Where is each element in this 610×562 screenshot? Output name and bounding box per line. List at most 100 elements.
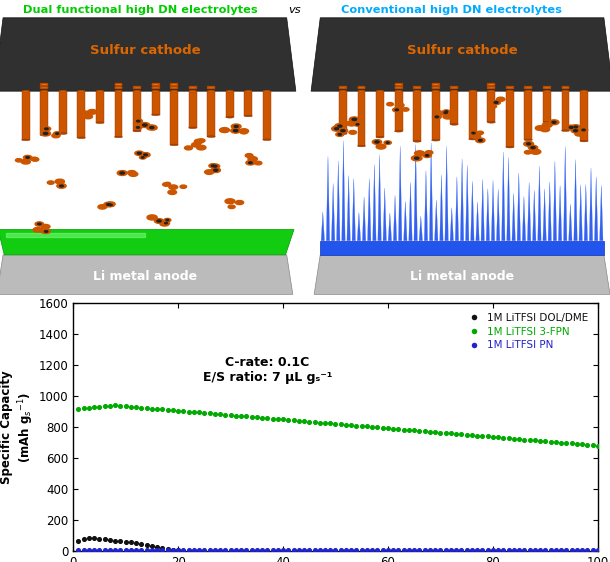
Y-axis label: Specific Capacity
(mAh g$_s$$^{-1}$): Specific Capacity (mAh g$_s$$^{-1}$)	[1, 370, 36, 484]
Circle shape	[32, 158, 39, 161]
1M LiTFSI PN	[84, 546, 94, 555]
Ellipse shape	[339, 87, 347, 89]
Ellipse shape	[376, 137, 384, 138]
FancyBboxPatch shape	[115, 83, 123, 86]
FancyBboxPatch shape	[3, 12, 287, 294]
Circle shape	[567, 125, 576, 130]
1M LiTFSI 3-FPN	[367, 423, 377, 432]
1M LiTFSI 3-FPN	[551, 438, 561, 447]
1M LiTFSI 3-FPN	[252, 413, 262, 422]
1M LiTFSI PN	[325, 546, 335, 555]
FancyBboxPatch shape	[543, 86, 551, 89]
1M LiTFSI 3-FPN	[320, 419, 330, 428]
Circle shape	[164, 219, 171, 222]
1M LiTFSI 3-FPN	[157, 405, 167, 414]
Ellipse shape	[357, 90, 365, 92]
1M LiTFSI PN	[231, 546, 241, 555]
Circle shape	[81, 111, 89, 115]
1M LiTFSI PN	[378, 546, 387, 555]
Ellipse shape	[525, 87, 533, 89]
Circle shape	[180, 185, 187, 188]
Polygon shape	[512, 193, 515, 241]
1M LiTFSI DOL/DME	[152, 542, 162, 551]
Ellipse shape	[207, 136, 215, 137]
Circle shape	[33, 228, 42, 232]
Polygon shape	[383, 188, 386, 241]
1M LiTFSI PN	[74, 546, 84, 555]
Circle shape	[55, 179, 65, 184]
1M LiTFSI 3-FPN	[467, 430, 477, 439]
1M LiTFSI 3-FPN	[546, 437, 556, 446]
FancyBboxPatch shape	[506, 86, 514, 89]
1M LiTFSI PN	[257, 546, 267, 555]
Circle shape	[338, 125, 342, 127]
Polygon shape	[589, 168, 593, 241]
Circle shape	[21, 160, 30, 164]
Circle shape	[234, 125, 238, 128]
1M LiTFSI PN	[236, 546, 246, 555]
Circle shape	[160, 221, 169, 226]
FancyBboxPatch shape	[413, 91, 421, 142]
Polygon shape	[373, 165, 376, 241]
FancyBboxPatch shape	[487, 86, 495, 89]
1M LiTFSI DOL/DME	[168, 545, 178, 554]
1M LiTFSI PN	[105, 546, 115, 555]
1M LiTFSI 3-FPN	[74, 404, 84, 413]
1M LiTFSI DOL/DME	[79, 534, 88, 543]
1M LiTFSI 3-FPN	[163, 405, 173, 414]
1M LiTFSI 3-FPN	[577, 440, 587, 449]
Ellipse shape	[525, 90, 533, 92]
Circle shape	[528, 146, 537, 150]
Circle shape	[249, 162, 252, 164]
1M LiTFSI PN	[294, 546, 304, 555]
Ellipse shape	[59, 133, 67, 134]
1M LiTFSI 3-FPN	[273, 415, 282, 424]
Ellipse shape	[263, 90, 271, 92]
Polygon shape	[558, 185, 562, 241]
1M LiTFSI DOL/DME	[142, 540, 151, 549]
Ellipse shape	[226, 116, 234, 118]
1M LiTFSI 3-FPN	[404, 425, 414, 434]
Text: Sulfur cathode: Sulfur cathode	[407, 44, 517, 57]
Ellipse shape	[170, 90, 178, 92]
Polygon shape	[388, 213, 392, 241]
Ellipse shape	[22, 139, 30, 140]
FancyBboxPatch shape	[152, 91, 160, 115]
1M LiTFSI PN	[425, 546, 435, 555]
1M LiTFSI DOL/DME	[100, 535, 110, 544]
1M LiTFSI DOL/DME	[115, 537, 125, 546]
Polygon shape	[455, 177, 459, 241]
1M LiTFSI PN	[478, 546, 487, 555]
Circle shape	[552, 121, 556, 123]
1M LiTFSI 3-FPN	[389, 424, 398, 433]
1M LiTFSI PN	[556, 546, 566, 555]
1M LiTFSI 3-FPN	[336, 420, 346, 429]
FancyBboxPatch shape	[395, 91, 403, 132]
1M LiTFSI 3-FPN	[498, 433, 508, 442]
1M LiTFSI PN	[131, 546, 141, 555]
Circle shape	[335, 124, 345, 129]
Circle shape	[442, 111, 450, 115]
Circle shape	[134, 125, 142, 129]
1M LiTFSI PN	[189, 546, 199, 555]
1M LiTFSI DOL/DME	[163, 545, 173, 554]
FancyBboxPatch shape	[395, 83, 403, 86]
1M LiTFSI 3-FPN	[478, 432, 487, 441]
FancyBboxPatch shape	[263, 91, 271, 140]
Polygon shape	[398, 146, 402, 241]
Circle shape	[339, 128, 348, 133]
Circle shape	[246, 161, 255, 165]
Polygon shape	[471, 181, 474, 241]
1M LiTFSI PN	[362, 546, 372, 555]
1M LiTFSI 3-FPN	[357, 422, 367, 430]
1M LiTFSI 3-FPN	[137, 403, 146, 412]
1M LiTFSI DOL/DME	[126, 538, 136, 547]
FancyBboxPatch shape	[413, 86, 421, 89]
Ellipse shape	[469, 90, 477, 92]
Ellipse shape	[487, 121, 495, 123]
1M LiTFSI 3-FPN	[168, 406, 178, 415]
Ellipse shape	[115, 84, 123, 85]
FancyBboxPatch shape	[188, 91, 196, 128]
FancyBboxPatch shape	[543, 91, 551, 123]
Polygon shape	[331, 184, 335, 241]
